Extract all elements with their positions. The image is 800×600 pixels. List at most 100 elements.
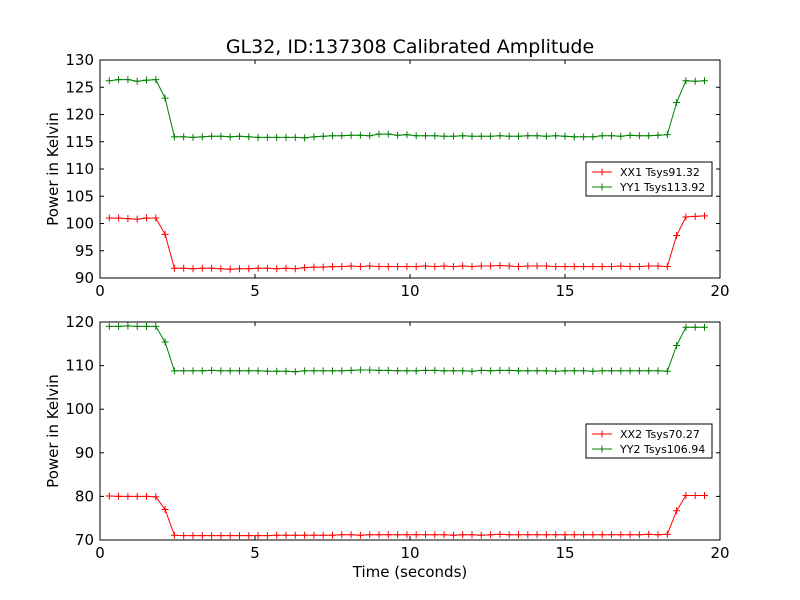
panel-1-series-1-point	[412, 263, 420, 271]
panel-1-series-1-point	[384, 263, 392, 271]
panel-2-series-1-point	[645, 530, 653, 538]
panel-1-series-2-point	[161, 94, 169, 102]
panel-2-series-1-point	[245, 532, 253, 540]
panel-2-series-1-point	[533, 531, 541, 539]
panel-1-legend-label: XX1 Tsys91.32	[620, 166, 700, 179]
panel-1-series-2	[105, 76, 708, 142]
panel-1-series-1-point	[422, 262, 429, 270]
panel-1-series-1-point	[617, 262, 625, 270]
panel-1-legend: XX1 Tsys91.32 YY1 Tsys113.92	[585, 161, 713, 197]
panel-2-series-1-point	[505, 531, 513, 539]
bottom-panel: 0 5 10 15 20 70 80 90 100 110 120 Power in Kelvin XX…	[44, 313, 730, 562]
panel-1-series-1-point	[143, 214, 150, 222]
panel-1-series-2-point	[263, 133, 271, 141]
panel-2-series-1-point	[635, 531, 643, 539]
panel-2-series-1-point	[133, 492, 141, 500]
panel-1-series-1-point	[589, 263, 597, 271]
panel-1-series-1-point	[291, 265, 299, 273]
panel-1-y-tick-label: 105	[65, 187, 94, 205]
panel-2-series-2-point	[180, 367, 188, 375]
panel-2-y-tick-label: 100	[65, 400, 94, 418]
panel-2-series-1-point	[189, 532, 197, 540]
panel-1-series-1-point	[496, 261, 504, 269]
panel-2-series-2-point	[254, 367, 262, 375]
panel-1-series-1-point	[626, 263, 634, 271]
panel-2-series-2-point	[245, 367, 253, 375]
panel-2-series-2-point	[626, 367, 634, 375]
panel-1-series-1-point	[208, 264, 216, 272]
panel-1-series-1-point	[254, 264, 262, 272]
panel-1-y-tick-label: 100	[65, 215, 94, 233]
panel-2-series-1-point	[143, 492, 150, 500]
panel-1-series-2-point	[589, 133, 597, 141]
panel-1-series-2-point	[105, 77, 113, 85]
panel-1-series-1-point	[217, 265, 225, 273]
panel-1-series-1-point	[635, 263, 643, 271]
panel-1-series-1-point	[403, 263, 411, 271]
panel-1-y-tick-label: 120	[65, 106, 94, 124]
panel-1-series-1-point	[273, 265, 281, 273]
panel-1-series-2-point	[533, 132, 541, 140]
panel-1-x-tick-label: 0	[95, 282, 105, 300]
panel-2-series-1-point	[208, 532, 216, 540]
panel-2-series-2-point	[375, 366, 383, 374]
panel-1-series-2-point	[635, 132, 643, 140]
panel-1-series-2-point	[645, 132, 653, 140]
panel-1-series-1-point	[152, 214, 160, 222]
panel-1-series-1-point	[459, 262, 467, 270]
panel-1-series-2-point	[701, 77, 708, 85]
panel-2-series-1-point	[319, 531, 327, 539]
panel-2-series-1-point	[589, 531, 597, 539]
panel-1-series-2-point	[691, 77, 699, 85]
panel-2-series-1-point	[356, 531, 364, 539]
panel-2-series-2-point	[236, 367, 243, 375]
panel-2-series-2-point	[291, 368, 299, 376]
panel-1-series-1-point	[440, 262, 448, 270]
panel-2-series-2-point	[384, 366, 392, 374]
panel-1-series-2-point	[598, 132, 606, 140]
panel-1-series-1	[105, 212, 708, 273]
panel-2-series-2-point	[663, 367, 671, 375]
panel-1-series-1-point	[189, 265, 197, 273]
panel-2-series-1-point	[487, 531, 495, 539]
panel-1-series-1-point	[375, 263, 383, 271]
panel-1-series-2-point	[440, 132, 448, 140]
panel-2-series-1-point	[626, 531, 634, 539]
panel-1-series-2-point	[170, 133, 178, 141]
panel-2-x-tick-label: 10	[400, 544, 419, 562]
panel-1-series-2-point	[226, 133, 234, 141]
panel-1-series-2-point	[291, 133, 299, 141]
panel-1-series-1-point	[161, 230, 169, 238]
panel-1-series-2-point	[449, 132, 457, 140]
panel-2-series-1-point	[263, 532, 271, 540]
panel-1-series-1-point	[449, 263, 457, 271]
panel-1-series-1-point	[701, 212, 708, 220]
panel-1-series-2-point	[542, 132, 550, 140]
panel-2-series-2-point	[208, 366, 216, 374]
panel-2-series-1-point	[282, 531, 290, 539]
panel-2-series-1-point	[608, 531, 615, 539]
panel-1-x-tick-label: 5	[250, 282, 260, 300]
panel-1-x-tick-label: 10	[400, 282, 419, 300]
panel-1-series-1-point	[124, 215, 132, 223]
panel-2-series-2-point	[552, 367, 560, 375]
panel-1-series-2-point	[254, 133, 262, 141]
panel-2-series-2-point	[161, 338, 169, 346]
panel-1-series-1-point	[552, 263, 560, 271]
panel-1-series-1-point	[180, 264, 188, 272]
panel-1-series-2-point	[515, 132, 522, 140]
panel-2-series-1-point	[170, 531, 178, 539]
panel-1-series-1-point	[347, 262, 355, 270]
panel-1-series-2-point	[394, 131, 402, 139]
panel-2-series-1-point	[273, 531, 281, 539]
panel-1-series-1-point	[654, 262, 662, 270]
panel-2-series-1-point	[394, 531, 402, 539]
panel-1-series-2-point	[366, 132, 374, 140]
panel-2-x-tick-label: 20	[710, 544, 729, 562]
panel-2-series-2-point	[682, 323, 690, 331]
panel-2-series-2-point	[598, 367, 606, 375]
panel-1-y-tick-label: 110	[65, 160, 94, 178]
panel-2-series-1-point	[366, 531, 374, 539]
panel-1-series-2-point	[580, 133, 588, 141]
